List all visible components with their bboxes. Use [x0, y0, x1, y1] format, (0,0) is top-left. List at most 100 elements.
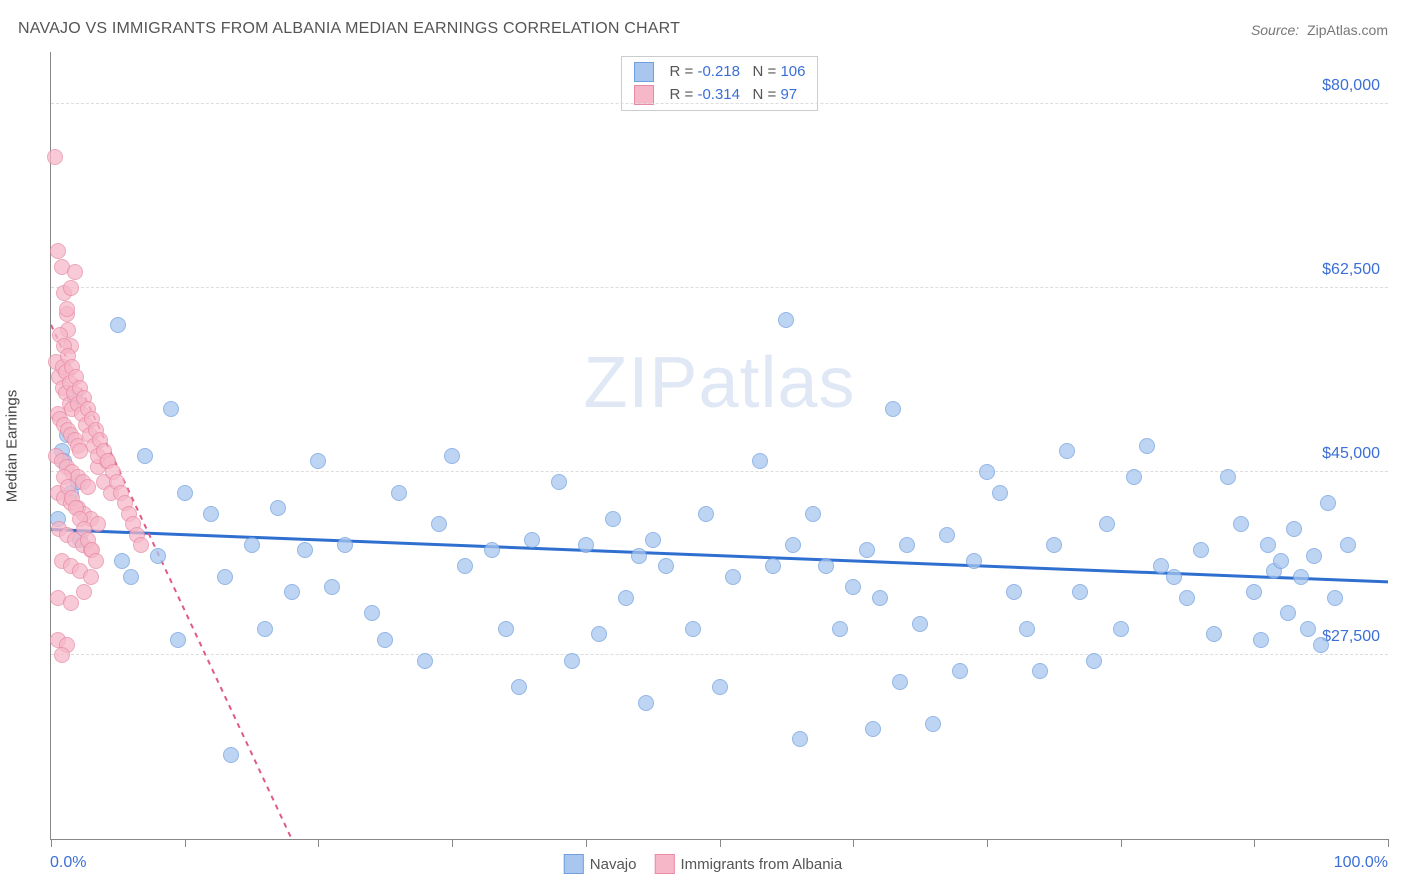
data-point [1113, 621, 1129, 637]
legend-item: Immigrants from Albania [654, 854, 842, 874]
x-tick-mark [720, 839, 721, 847]
data-point [1273, 553, 1289, 569]
data-point [88, 553, 104, 569]
trend-lines-layer [51, 52, 1388, 839]
x-tick-mark [987, 839, 988, 847]
x-tick-mark [853, 839, 854, 847]
data-point [1280, 605, 1296, 621]
data-point [892, 674, 908, 690]
data-point [859, 542, 875, 558]
data-point [114, 553, 130, 569]
data-point [511, 679, 527, 695]
legend-swatch [654, 854, 674, 874]
data-point [912, 616, 928, 632]
data-point [765, 558, 781, 574]
data-point [54, 647, 70, 663]
chart-title: NAVAJO VS IMMIGRANTS FROM ALBANIA MEDIAN… [18, 20, 680, 38]
gridline [51, 103, 1388, 104]
data-point [712, 679, 728, 695]
data-point [966, 553, 982, 569]
data-point [1220, 469, 1236, 485]
data-point [818, 558, 834, 574]
data-point [845, 579, 861, 595]
source-attribution: Source: ZipAtlas.com [1251, 22, 1388, 38]
data-point [377, 632, 393, 648]
data-point [337, 537, 353, 553]
data-point [284, 584, 300, 600]
legend-label: Navajo [590, 856, 637, 873]
series-swatch [634, 62, 654, 82]
data-point [150, 548, 166, 564]
watermark-text-a: ZIP [583, 343, 698, 423]
x-tick-mark [586, 839, 587, 847]
data-point [832, 621, 848, 637]
data-point [792, 731, 808, 747]
data-point [805, 506, 821, 522]
data-point [59, 301, 75, 317]
x-tick-mark [1121, 839, 1122, 847]
data-point [1327, 590, 1343, 606]
x-tick-mark [318, 839, 319, 847]
data-point [80, 479, 96, 495]
watermark: ZIPatlas [583, 342, 855, 424]
data-point [457, 558, 473, 574]
y-tick-label: $27,500 [1322, 628, 1380, 646]
data-point [952, 663, 968, 679]
data-point [698, 506, 714, 522]
data-point [645, 532, 661, 548]
data-point [939, 527, 955, 543]
x-axis-min-label: 0.0% [50, 854, 86, 872]
data-point [778, 312, 794, 328]
source-value: ZipAtlas.com [1307, 22, 1388, 38]
data-point [391, 485, 407, 501]
data-point [310, 453, 326, 469]
data-point [1300, 621, 1316, 637]
data-point [217, 569, 233, 585]
data-point [1179, 590, 1195, 606]
data-point [591, 626, 607, 642]
data-point [752, 453, 768, 469]
data-point [992, 485, 1008, 501]
data-point [498, 621, 514, 637]
watermark-text-b: atlas [698, 343, 855, 423]
gridline [51, 654, 1388, 655]
chart-plot-area: ZIPatlas R = -0.218 N = 106R = -0.314 N … [50, 52, 1388, 840]
data-point [1126, 469, 1142, 485]
data-point [223, 747, 239, 763]
data-point [1233, 516, 1249, 532]
data-point [177, 485, 193, 501]
data-point [1253, 632, 1269, 648]
data-point [524, 532, 540, 548]
data-point [63, 280, 79, 296]
data-point [1340, 537, 1356, 553]
data-point [865, 721, 881, 737]
data-point [1260, 537, 1276, 553]
data-point [551, 474, 567, 490]
data-point [110, 317, 126, 333]
x-tick-mark [1254, 839, 1255, 847]
data-point [1006, 584, 1022, 600]
data-point [431, 516, 447, 532]
y-axis-label: Median Earnings [4, 390, 21, 503]
data-point [1032, 663, 1048, 679]
data-point [1293, 569, 1309, 585]
data-point [785, 537, 801, 553]
data-point [605, 511, 621, 527]
x-tick-mark [51, 839, 52, 847]
data-point [872, 590, 888, 606]
data-point [1099, 516, 1115, 532]
gridline [51, 287, 1388, 288]
data-point [170, 632, 186, 648]
data-point [257, 621, 273, 637]
gridline [51, 471, 1388, 472]
x-tick-mark [1388, 839, 1389, 847]
data-point [1206, 626, 1222, 642]
data-point [631, 548, 647, 564]
data-point [685, 621, 701, 637]
x-tick-mark [185, 839, 186, 847]
data-point [163, 401, 179, 417]
data-point [83, 569, 99, 585]
data-point [578, 537, 594, 553]
y-tick-label: $62,500 [1322, 261, 1380, 279]
data-point [203, 506, 219, 522]
